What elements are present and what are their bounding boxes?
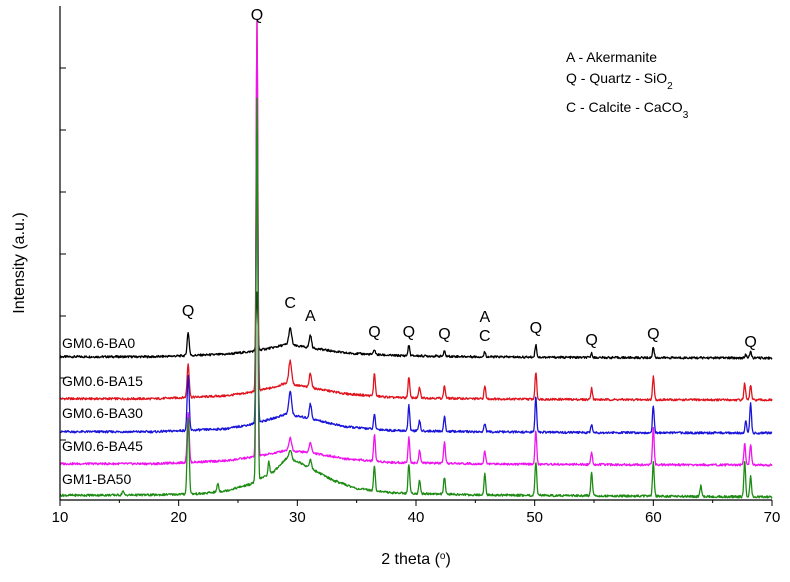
peak-annotation-Q-5: Q bbox=[403, 324, 415, 341]
peak-annotation-C-2: C bbox=[284, 295, 296, 312]
peak-annotation-A-7: A bbox=[479, 309, 490, 326]
series-label-GM0.6-BA15: GM0.6-BA15 bbox=[62, 373, 143, 389]
peak-annotation-Q-1: Q bbox=[251, 7, 263, 24]
series-line-GM0.6-BA0 bbox=[59, 291, 773, 360]
series-label-GM0.6-BA0: GM0.6-BA0 bbox=[62, 335, 135, 351]
peak-annotation-Q-11: Q bbox=[647, 326, 659, 343]
peak-annotation-Q-6: Q bbox=[438, 326, 450, 343]
x-axis-title: 2 theta (o) bbox=[381, 551, 451, 569]
labels-layer: GM0.6-BA0 GM0.6-BA15 GM0.6-BA30 GM0.6-BA45 G… bbox=[62, 335, 143, 487]
x-tick-label-20: 20 bbox=[170, 509, 187, 526]
chart-legend: A - Akermanite Q - Quartz - SiO2 C - Calci… bbox=[566, 49, 689, 121]
x-tick-label-60: 60 bbox=[645, 509, 662, 526]
legend-entry-1: Q - Quartz - SiO2 bbox=[566, 70, 673, 92]
x-tick-label-40: 40 bbox=[408, 509, 425, 526]
x-tick-label-50: 50 bbox=[526, 509, 543, 526]
peak-annotation-A-3: A bbox=[305, 308, 316, 325]
series-label-GM1-BA50: GM1-BA50 bbox=[62, 471, 131, 487]
series-line-GM0.6-BA30 bbox=[59, 89, 773, 435]
legend-entry-2: C - Calcite - CaCO3 bbox=[566, 99, 689, 121]
y-axis-title: Intensity (a.u.) bbox=[11, 212, 28, 313]
peak-annotation-C-8: C bbox=[479, 328, 491, 345]
peak-annotation-Q-12: Q bbox=[744, 334, 756, 351]
series-label-GM0.6-BA30: GM0.6-BA30 bbox=[62, 405, 143, 421]
series-layer bbox=[59, 19, 773, 499]
x-ticks: 10 20 30 40 50 60 70 bbox=[52, 500, 781, 526]
peak-annotation-Q-10: Q bbox=[585, 332, 597, 349]
series-label-GM0.6-BA45: GM0.6-BA45 bbox=[62, 438, 143, 454]
x-tick-label-10: 10 bbox=[52, 509, 69, 526]
x-tick-label-70: 70 bbox=[764, 509, 781, 526]
legend-entry-0: A - Akermanite bbox=[566, 49, 657, 65]
series-line-GM1-BA50 bbox=[59, 97, 773, 499]
peak-annotation-Q-0: Q bbox=[182, 303, 194, 320]
peak-annotation-Q-4: Q bbox=[368, 324, 380, 341]
y-ticks bbox=[60, 67, 66, 441]
series-line-GM0.6-BA45 bbox=[59, 19, 773, 467]
x-tick-label-30: 30 bbox=[289, 509, 306, 526]
peak-annotation-Q-9: Q bbox=[530, 320, 542, 337]
series-line-GM0.6-BA15 bbox=[59, 21, 773, 402]
axes-layer: 10 20 30 40 50 60 70 bbox=[52, 6, 781, 526]
